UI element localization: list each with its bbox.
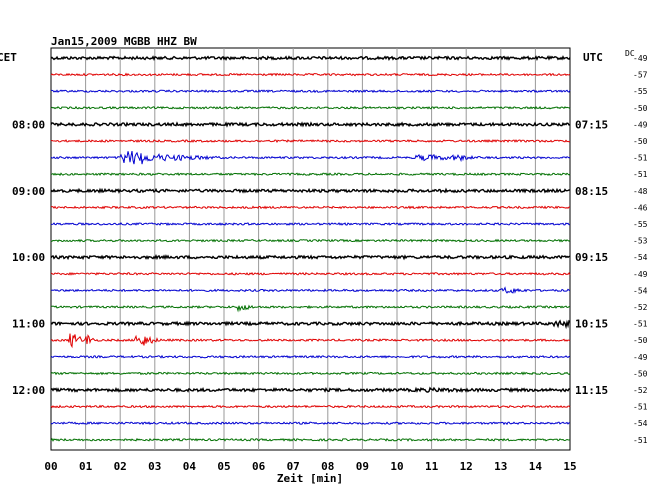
x-tick-label: 11	[425, 460, 439, 473]
dc-offset-value: -54	[633, 253, 648, 262]
dc-offset-value: -54	[633, 286, 648, 295]
seismic-trace	[50, 319, 571, 330]
dc-offset-value: -49	[633, 120, 648, 129]
dc-offset-value: -52	[633, 303, 648, 312]
dc-offset-value: -51	[633, 154, 648, 163]
right-time-label: 07:15	[575, 118, 608, 131]
seismic-trace	[50, 121, 570, 128]
dc-offset-value: -50	[633, 137, 648, 146]
dc-offset-value: -55	[633, 87, 648, 96]
seismic-trace	[50, 371, 571, 376]
offset-column-label: DC	[625, 49, 635, 58]
seismic-trace	[50, 238, 571, 243]
right-time-label: 10:15	[575, 318, 608, 331]
time-gridlines	[85, 48, 536, 450]
dc-offset-value: -52	[633, 386, 648, 395]
x-tick-label: 13	[494, 460, 507, 473]
dc-offset-value: -50	[633, 336, 648, 345]
x-axis-label: Zeit [min]	[277, 472, 343, 485]
seismic-trace	[50, 139, 571, 144]
x-tick-label: 12	[460, 460, 473, 473]
dc-offset-value: -48	[633, 187, 648, 196]
dc-offset-value: -54	[633, 419, 648, 428]
dc-offset-value: -46	[633, 203, 648, 212]
seismic-trace	[50, 386, 571, 394]
seismic-trace	[50, 72, 571, 77]
dc-offset-value: -55	[633, 220, 648, 229]
x-tick-label: 09	[356, 460, 369, 473]
dc-offset-value: -51	[633, 403, 648, 412]
seismic-trace	[50, 354, 571, 359]
seismic-trace	[50, 55, 571, 62]
x-tick-label: 05	[217, 460, 230, 473]
plot-frame	[50, 47, 571, 451]
x-tick-label: 06	[252, 460, 266, 473]
seismic-trace	[50, 151, 571, 165]
seismic-trace	[50, 254, 571, 261]
seismic-trace	[50, 271, 571, 276]
x-tick-label: 02	[114, 460, 127, 473]
seismic-trace	[50, 205, 571, 210]
seismic-trace	[50, 404, 571, 409]
right-axis-label: UTC	[583, 51, 603, 64]
dc-offset-value: -49	[633, 54, 648, 63]
left-time-label: 08:00	[12, 118, 45, 131]
x-tick-label: 01	[79, 460, 93, 473]
dc-offset-value: -49	[633, 353, 648, 362]
dc-offset-value: -50	[633, 104, 648, 113]
left-time-label: 11:00	[12, 318, 45, 331]
right-time-label: 09:15	[575, 251, 608, 264]
x-tick-label: 07	[287, 460, 300, 473]
left-time-label: 12:00	[12, 384, 45, 397]
dc-offset-value: -53	[633, 237, 648, 246]
x-tick-label: 08	[321, 460, 334, 473]
dc-offset-value: -57	[633, 71, 648, 80]
seismic-trace	[50, 437, 571, 442]
dc-offset-value: -51	[633, 320, 648, 329]
seismic-trace	[50, 105, 571, 110]
x-tick-label: 15	[563, 460, 576, 473]
axis-labels: 08:00 09:00 10:00 11:00 12:00 07:15 08:15 09:15…	[12, 54, 648, 473]
right-time-label: 08:15	[575, 185, 608, 198]
dc-offset-value: -50	[633, 369, 648, 378]
seismic-trace	[50, 172, 571, 177]
x-tick-label: 04	[183, 460, 197, 473]
seismic-trace	[50, 304, 571, 313]
left-time-label: 09:00	[12, 185, 45, 198]
x-tick-label: 00	[44, 460, 57, 473]
dc-offset-value: -51	[633, 436, 648, 445]
seismic-trace	[50, 421, 571, 426]
dc-offset-value: -51	[633, 170, 648, 179]
left-axis-label: CET	[0, 51, 17, 64]
x-tick-label: 10	[390, 460, 403, 473]
seismic-trace	[51, 286, 571, 294]
x-tick-label: 14	[529, 460, 543, 473]
seismic-traces	[50, 55, 571, 442]
x-tick-label: 03	[148, 460, 161, 473]
seismic-trace	[50, 187, 571, 194]
dc-offset-value: -49	[633, 270, 648, 279]
left-time-label: 10:00	[12, 251, 45, 264]
right-time-label: 11:15	[575, 384, 608, 397]
seismic-trace	[51, 89, 571, 94]
seismic-trace	[50, 333, 571, 349]
chart-title: Jan15,2009 MGBB HHZ BW	[51, 35, 197, 48]
seismic-trace	[50, 222, 571, 227]
